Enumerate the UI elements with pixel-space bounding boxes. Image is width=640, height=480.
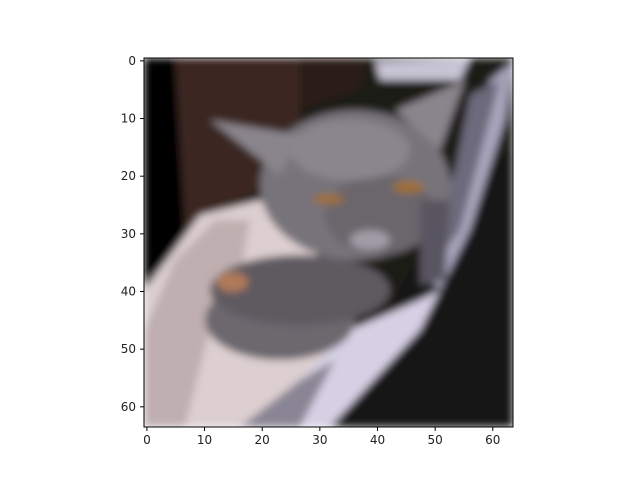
plot-frame [143, 57, 514, 428]
y-tick-label: 30 [121, 227, 136, 241]
y-tick-label: 50 [121, 342, 136, 356]
y-tick-label: 20 [121, 169, 136, 183]
y-tick-label: 60 [121, 400, 136, 414]
x-tick-label: 50 [428, 433, 443, 447]
x-tick-label: 0 [143, 433, 151, 447]
y-tick-label: 40 [121, 285, 136, 299]
x-tick-label: 20 [255, 433, 270, 447]
y-tick-label: 10 [121, 112, 136, 126]
x-tick-label: 30 [312, 433, 327, 447]
y-tick-label: 0 [128, 54, 136, 68]
x-axis: 0 10 20 30 40 50 60 [143, 427, 500, 447]
image-area [144, 58, 513, 427]
y-axis: 0 10 20 30 40 50 60 [121, 54, 144, 414]
x-tick-label: 40 [370, 433, 385, 447]
x-tick-label: 10 [197, 433, 212, 447]
x-tick-label: 60 [485, 433, 500, 447]
